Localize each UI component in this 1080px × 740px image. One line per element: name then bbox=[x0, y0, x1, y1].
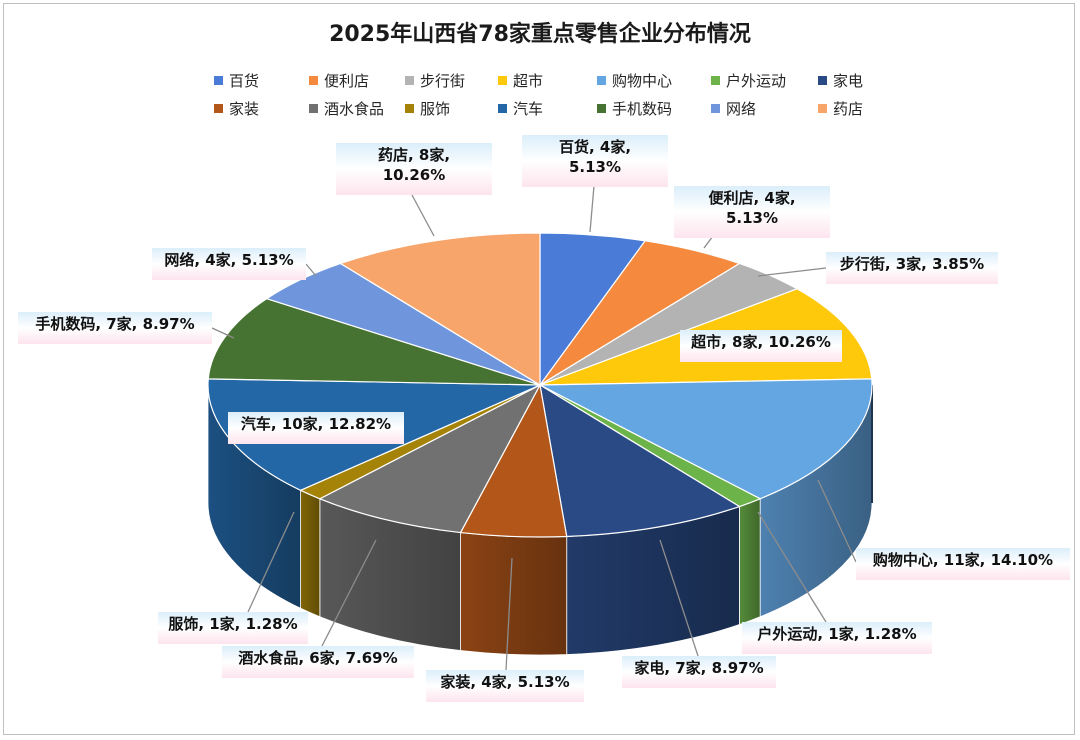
legend-item: 户外运动 bbox=[711, 70, 786, 91]
leader-line bbox=[505, 557, 513, 671]
legend-label: 药店 bbox=[833, 100, 864, 118]
pie-tops bbox=[207, 232, 873, 538]
leader-line bbox=[411, 194, 435, 237]
data-label: 便利店, 4家, 5.13% bbox=[674, 186, 830, 238]
legend-item: 购物中心 bbox=[597, 70, 672, 91]
legend-swatch bbox=[214, 76, 223, 85]
legend-label: 便利店 bbox=[324, 72, 370, 90]
slice-side bbox=[300, 489, 321, 618]
data-label-text: 户外运动, 1家, 1.28% bbox=[757, 625, 917, 643]
legend-label: 户外运动 bbox=[726, 72, 787, 90]
slice-side bbox=[739, 498, 761, 626]
data-label: 药店, 8家, 10.26% bbox=[336, 143, 492, 195]
legend-item: 酒水食品 bbox=[309, 98, 384, 119]
pie-sides bbox=[207, 384, 873, 656]
legend-label: 手机数码 bbox=[612, 100, 673, 118]
leader-line bbox=[589, 185, 595, 233]
legend-swatch bbox=[309, 76, 318, 85]
legend-item: 手机数码 bbox=[597, 98, 672, 119]
pie-slice bbox=[319, 384, 541, 534]
pie-slice bbox=[539, 378, 873, 500]
legend-swatch bbox=[405, 104, 414, 113]
data-label-text: 汽车, 10家, 12.82% bbox=[240, 415, 392, 433]
legend-swatch bbox=[597, 76, 606, 85]
legend-label: 家电 bbox=[833, 72, 864, 90]
data-label-percent: 10.26% bbox=[382, 166, 446, 184]
data-label: 超市, 8家, 10.26% bbox=[680, 330, 842, 362]
data-label: 服饰, 1家, 1.28% bbox=[158, 612, 308, 644]
data-label: 酒水食品, 6家, 7.69% bbox=[222, 646, 414, 678]
legend-swatch bbox=[309, 104, 318, 113]
legend-swatch bbox=[711, 76, 720, 85]
legend-item: 步行街 bbox=[405, 70, 465, 91]
data-label: 购物中心, 11家, 14.10% bbox=[856, 548, 1070, 580]
data-label-text: 超市, 8家, 10.26% bbox=[691, 333, 831, 351]
data-label: 户外运动, 1家, 1.28% bbox=[742, 622, 932, 654]
leader-line bbox=[305, 263, 317, 277]
legend-item: 家电 bbox=[818, 70, 863, 91]
pie-slice bbox=[339, 232, 541, 386]
data-label: 百货, 4家, 5.13% bbox=[522, 135, 668, 187]
legend-swatch bbox=[405, 76, 414, 85]
legend-label: 酒水食品 bbox=[324, 100, 385, 118]
legend-item: 便利店 bbox=[309, 70, 369, 91]
data-label-text: 百货, 4家, bbox=[558, 138, 632, 156]
leader-line bbox=[321, 539, 377, 647]
legend-swatch bbox=[214, 104, 223, 113]
leader-line bbox=[247, 511, 295, 613]
legend-label: 服饰 bbox=[420, 100, 451, 118]
legend-label: 家装 bbox=[229, 100, 260, 118]
data-label: 家电, 7家, 8.97% bbox=[622, 656, 776, 688]
legend-label: 超市 bbox=[513, 72, 544, 90]
legend-label: 购物中心 bbox=[612, 72, 673, 90]
data-label: 家装, 4家, 5.13% bbox=[426, 670, 584, 702]
data-label-text: 手机数码, 7家, 8.97% bbox=[35, 315, 195, 333]
legend-swatch bbox=[818, 104, 827, 113]
legend-label: 网络 bbox=[726, 100, 757, 118]
legend-label: 百货 bbox=[229, 72, 260, 90]
legend-item: 网络 bbox=[711, 98, 756, 119]
slice-side bbox=[460, 532, 568, 656]
chart-title: 2025年山西省78家重点零售企业分布情况 bbox=[329, 22, 751, 47]
data-label-text: 家电, 7家, 8.97% bbox=[634, 659, 764, 677]
data-label-percent: 5.13% bbox=[568, 158, 622, 176]
data-label-text: 药店, 8家, bbox=[377, 146, 451, 164]
leader-lines bbox=[211, 185, 857, 671]
legend-item: 家装 bbox=[214, 98, 259, 119]
data-label: 网络, 4家, 5.13% bbox=[152, 248, 306, 280]
data-label-text: 网络, 4家, 5.13% bbox=[164, 251, 294, 269]
legend-item: 汽车 bbox=[498, 98, 543, 119]
legend-swatch bbox=[818, 76, 827, 85]
leader-line bbox=[757, 511, 827, 623]
data-label: 汽车, 10家, 12.82% bbox=[228, 412, 404, 444]
legend-label: 步行街 bbox=[420, 72, 466, 90]
legend-item: 百货 bbox=[214, 70, 259, 91]
legend-label: 汽车 bbox=[513, 100, 544, 118]
data-label-percent: 5.13% bbox=[725, 209, 779, 227]
leader-line bbox=[211, 327, 235, 339]
leader-line bbox=[817, 479, 857, 563]
data-label-text: 服饰, 1家, 1.28% bbox=[168, 615, 298, 633]
legend-swatch bbox=[498, 76, 507, 85]
data-label: 手机数码, 7家, 8.97% bbox=[18, 312, 212, 344]
legend-item: 服饰 bbox=[405, 98, 450, 119]
data-label-text: 家装, 4家, 5.13% bbox=[440, 673, 570, 691]
legend-item: 药店 bbox=[818, 98, 863, 119]
legend-swatch bbox=[597, 104, 606, 113]
legend-swatch bbox=[498, 104, 507, 113]
legend-swatch bbox=[711, 104, 720, 113]
data-label-text: 便利店, 4家, bbox=[708, 189, 796, 207]
data-label-text: 步行街, 3家, 3.85% bbox=[839, 255, 985, 273]
legend-item: 超市 bbox=[498, 70, 543, 91]
data-label-text: 购物中心, 11家, 14.10% bbox=[872, 551, 1054, 569]
data-label-text: 酒水食品, 6家, 7.69% bbox=[238, 649, 398, 667]
leader-line bbox=[659, 539, 699, 657]
pie-slice bbox=[207, 298, 541, 386]
leader-line bbox=[757, 267, 827, 277]
data-label: 步行街, 3家, 3.85% bbox=[826, 252, 998, 284]
pie-slice bbox=[539, 384, 741, 538]
